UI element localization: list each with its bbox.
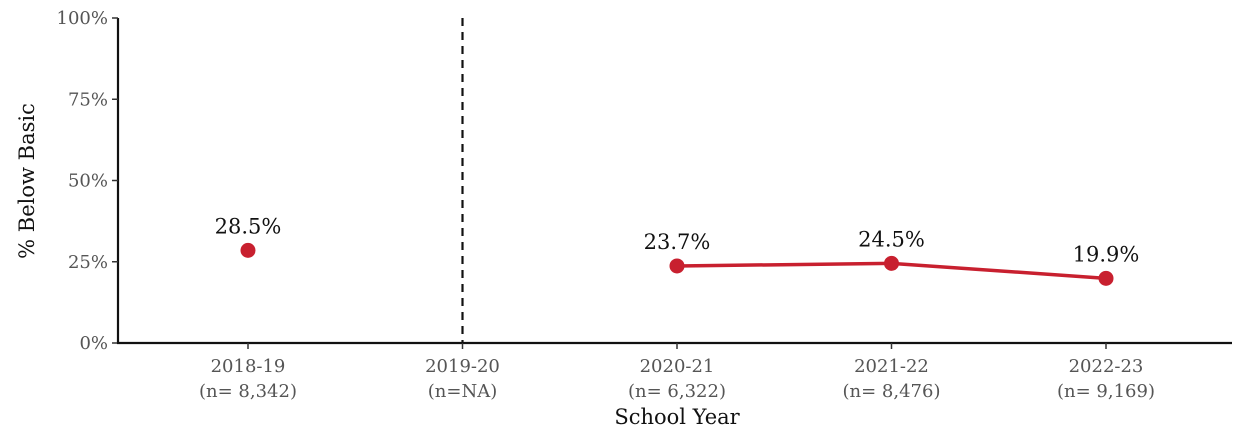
y-tick-label: 25% (68, 252, 108, 273)
x-tick-label-year: 2022-23 (1069, 356, 1144, 377)
data-point (240, 242, 256, 258)
series-line-segment (675, 261, 894, 268)
x-tick-label-n: (n=NA) (428, 381, 497, 402)
x-tick-label-n: (n= 6,322) (628, 381, 726, 402)
y-tick-label: 100% (57, 8, 108, 29)
y-tick-label: 50% (68, 171, 108, 192)
series-line-segment (889, 261, 1108, 281)
y-tick-label: 75% (68, 89, 108, 110)
data-label: 24.5% (858, 227, 925, 251)
series-group: 28.5% 23.7% 24.5% 19.9% (215, 214, 1140, 286)
x-tick-label-year: 2020-21 (640, 356, 715, 377)
data-point (1098, 270, 1114, 286)
x-axis-title: School Year (614, 405, 740, 429)
x-tick-label-n: (n= 8,342) (199, 381, 297, 402)
data-label: 23.7% (644, 230, 711, 254)
x-axis: 2018-19 (n= 8,342) 2019-20 (n=NA) 2020-21 (n=… (117, 341, 1232, 402)
x-tick-label-year: 2021-22 (854, 356, 929, 377)
x-tick-label-n: (n= 9,169) (1057, 381, 1155, 402)
data-label: 19.9% (1073, 242, 1140, 266)
x-tick-label-n: (n= 8,476) (843, 381, 941, 402)
data-label: 28.5% (215, 214, 282, 238)
y-tick-label: 0% (79, 333, 108, 354)
y-axis: 0% 25% 50% 75% 100% (57, 8, 120, 354)
x-tick-label-year: 2019-20 (425, 356, 500, 377)
x-tick-label-year: 2018-19 (211, 356, 286, 377)
y-axis-title: % Below Basic (15, 103, 39, 259)
data-point (884, 255, 899, 271)
data-point (669, 258, 685, 274)
